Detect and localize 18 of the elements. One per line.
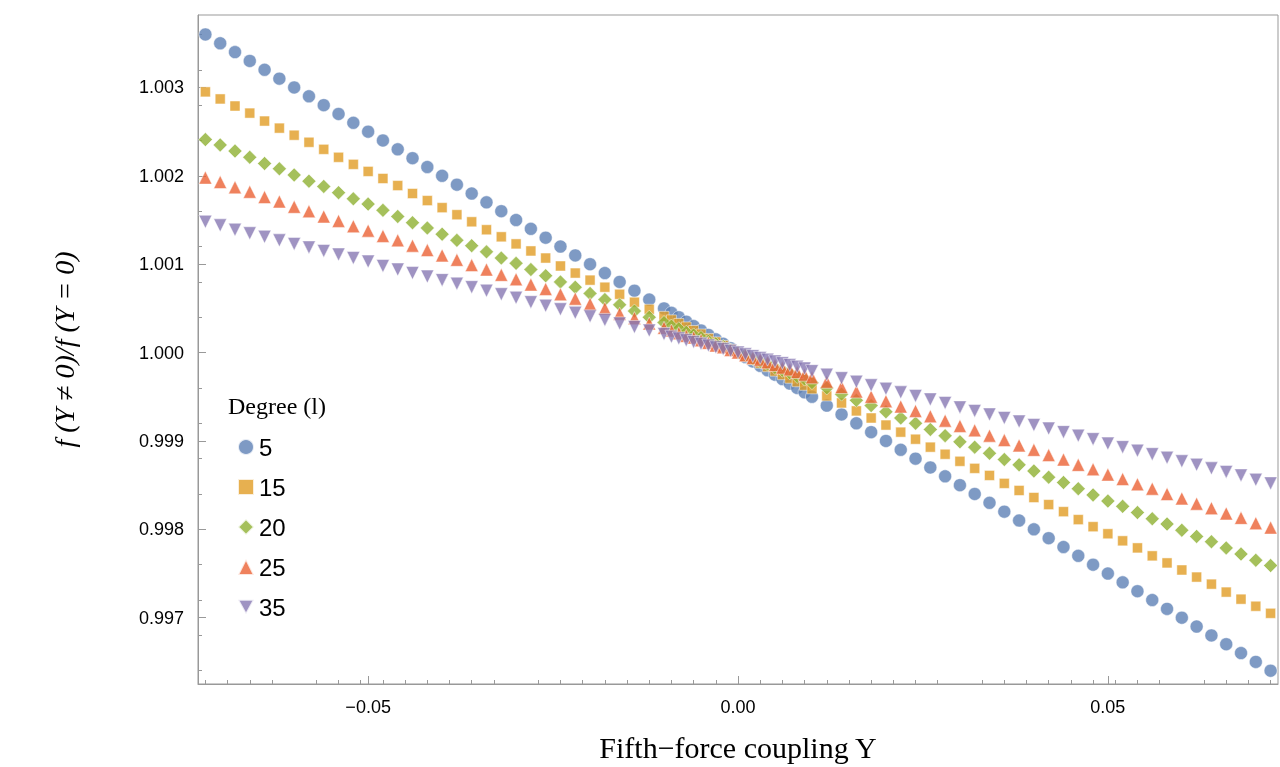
y-axis-title: f (Y ≠ 0)/f (Y = 0)	[48, 251, 80, 448]
x-tick-label: −0.05	[345, 697, 391, 717]
x-axis-title: Fifth−force coupling Y	[599, 730, 877, 764]
y-tick-label: 1.000	[138, 342, 184, 363]
legend-label: 25	[259, 553, 286, 581]
legend-title: Degree (l)	[228, 393, 326, 419]
y-tick-label: 1.003	[138, 77, 184, 98]
x-tick-label: 0.05	[1090, 697, 1126, 717]
legend-label: 15	[259, 473, 286, 501]
y-tick-label: 0.998	[138, 519, 184, 540]
y-tick-label: 0.999	[138, 430, 184, 451]
y-tick-label: 1.002	[138, 165, 184, 186]
legend-label: 35	[259, 593, 286, 621]
y-tick-label: 1.001	[138, 254, 184, 275]
legend-label: 20	[259, 513, 286, 541]
legend-label: 5	[259, 433, 273, 461]
y-tick-label: 0.997	[138, 607, 184, 628]
x-tick-label: 0.00	[720, 697, 756, 717]
